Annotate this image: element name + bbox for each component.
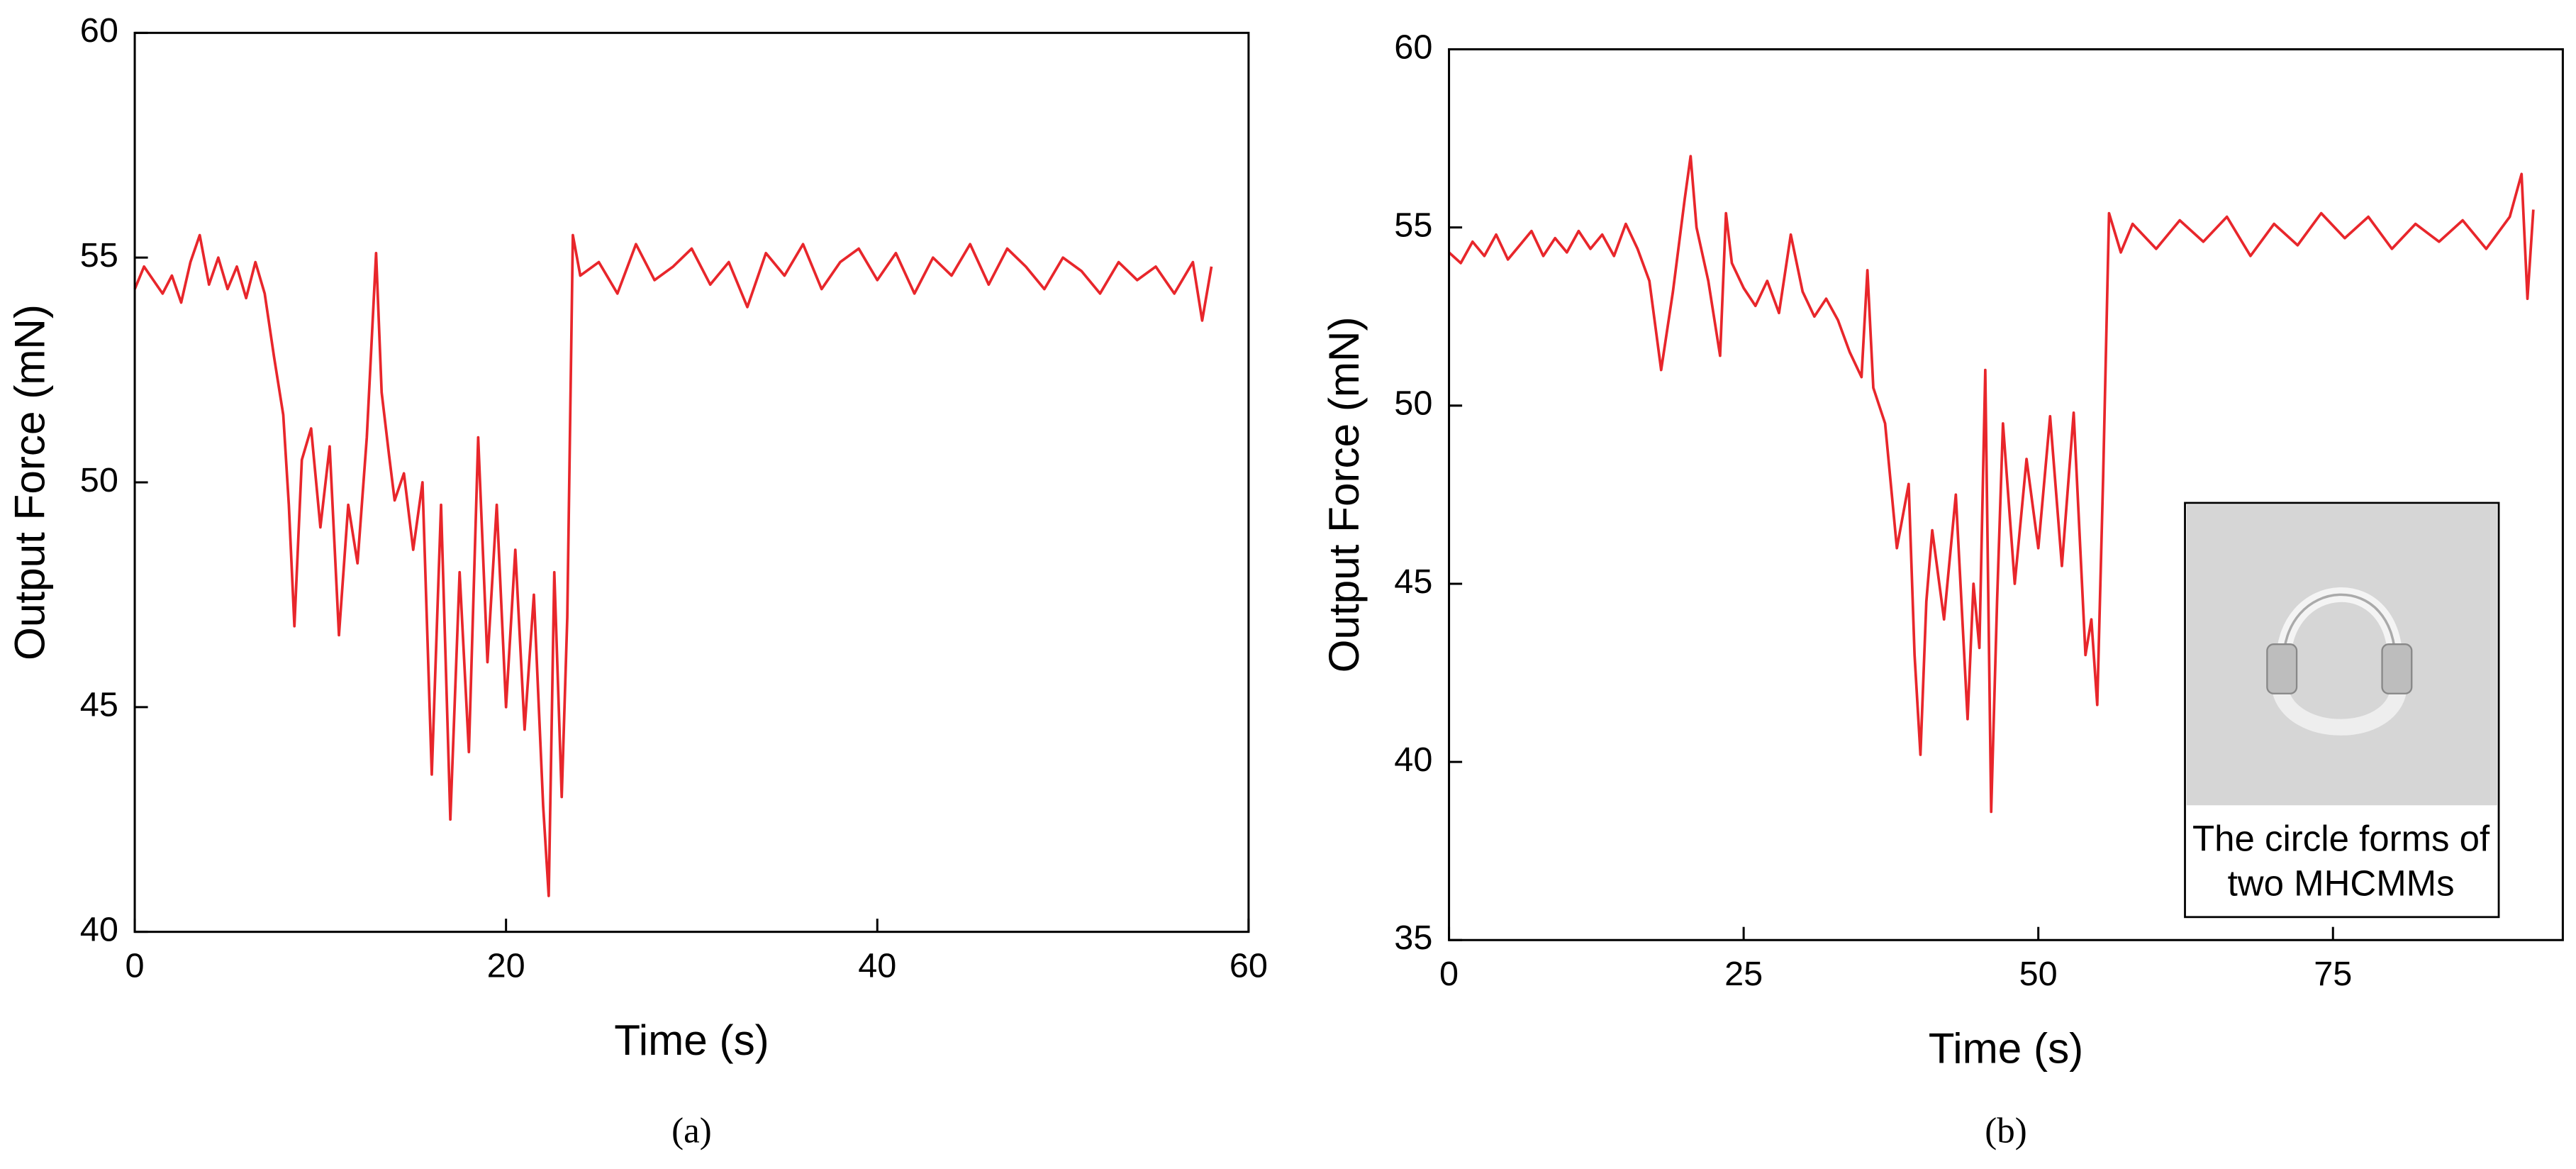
x-axis-title: Time (s) — [614, 1016, 769, 1064]
y-tick-label: 55 — [1394, 206, 1432, 245]
data-line — [1448, 155, 2535, 814]
annotation: The circle forms of — [2192, 819, 2490, 859]
x-tick-label: 40 — [858, 946, 896, 985]
inset-loop — [2272, 687, 2407, 736]
plot-frame — [1448, 48, 2564, 941]
y-tick-label: 60 — [1394, 28, 1432, 66]
y-tick-label: 40 — [80, 911, 118, 949]
chart: 0 25 50 75 35 40 45 50 55 60 Time (s) Output Force … — [1320, 28, 2564, 1151]
caption: (a) — [671, 1111, 712, 1151]
y-tick-label: 45 — [1394, 563, 1432, 601]
x-tick-label: 50 — [2019, 955, 2058, 993]
inset-loop-edge — [2282, 593, 2397, 666]
y-axis-title: Output Force (mN) — [5, 304, 53, 660]
y-tick-label: 35 — [1394, 919, 1432, 957]
x-tick-label: 25 — [1724, 955, 1763, 993]
data-line — [133, 233, 1213, 897]
inset-connector — [2381, 643, 2413, 694]
x-tick-label: 0 — [1439, 955, 1459, 993]
x-tick-label: 0 — [126, 946, 145, 985]
x-tick-label: 60 — [1230, 946, 1268, 985]
inset-connector — [2266, 643, 2298, 694]
inset — [2184, 502, 2500, 919]
chart: 0 20 40 60 40 45 50 55 60 Time (s) Output Force (m… — [5, 11, 1268, 1151]
x-axis-title: Time (s) — [1929, 1024, 2084, 1073]
y-tick-label: 45 — [80, 686, 118, 724]
inset-photo — [2186, 504, 2497, 806]
y-tick-label: 55 — [80, 236, 118, 275]
x-tick-label: 20 — [487, 946, 525, 985]
y-tick-label: 50 — [1394, 384, 1432, 423]
y-tick-label: 40 — [1394, 741, 1432, 779]
y-tick-label: 50 — [80, 461, 118, 499]
y-axis-title: Output Force (mN) — [1320, 316, 1368, 672]
y-tick-label: 60 — [80, 11, 118, 50]
annotation: two MHCMMs — [2228, 863, 2455, 903]
x-tick-label: 75 — [2314, 955, 2352, 993]
caption: (b) — [1985, 1111, 2026, 1151]
